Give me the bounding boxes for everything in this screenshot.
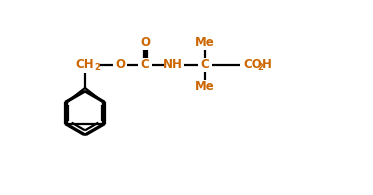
Text: 2: 2 [257, 64, 263, 73]
Text: H: H [262, 58, 272, 72]
Text: C: C [201, 58, 209, 72]
Text: Me: Me [195, 36, 215, 50]
Text: CO: CO [243, 58, 262, 72]
Text: O: O [140, 36, 150, 50]
Text: 2: 2 [94, 64, 100, 73]
Text: C: C [141, 58, 149, 72]
Text: O: O [115, 58, 125, 72]
Text: CH: CH [76, 58, 94, 72]
Text: Me: Me [195, 81, 215, 93]
Text: NH: NH [163, 58, 183, 72]
